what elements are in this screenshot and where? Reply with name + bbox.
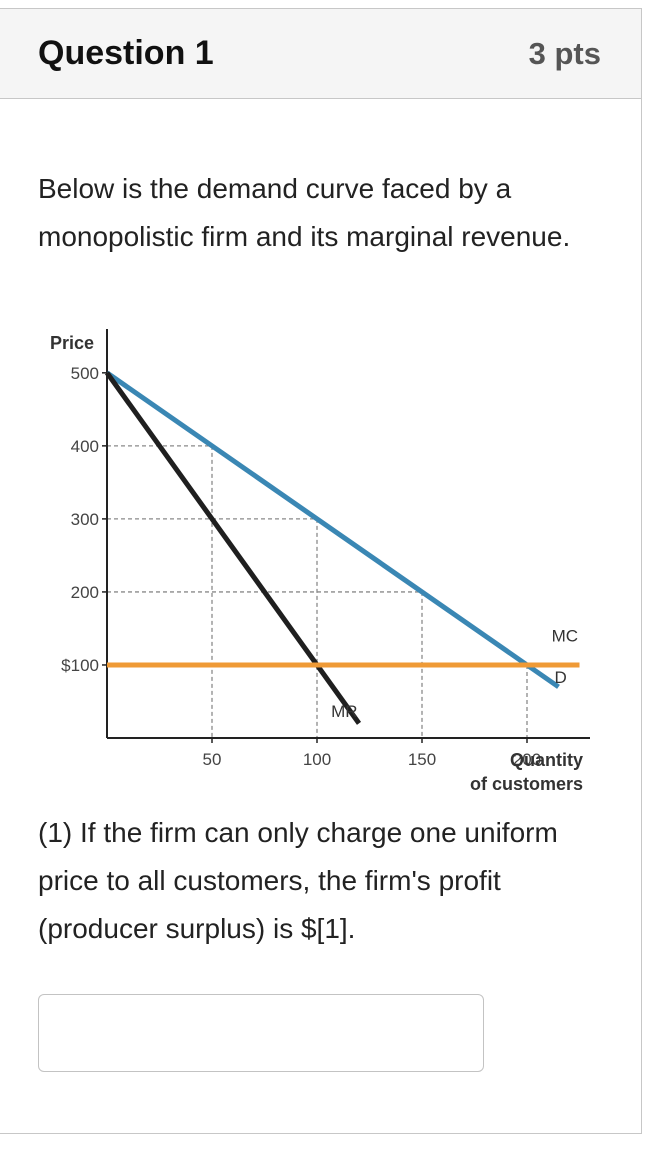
- question-card: Question 1 3 pts Below is the demand cur…: [0, 8, 642, 1134]
- y-tick-label-4: 500: [71, 364, 99, 383]
- question-prompt: Below is the demand curve faced by a mon…: [38, 173, 571, 252]
- question-title: Question 1: [38, 34, 214, 72]
- x-tick-label-3: 200: [513, 750, 541, 769]
- x-tick-label-2: 150: [408, 750, 436, 769]
- question-points: 3 pts: [528, 36, 601, 71]
- y-tick-label-1: 200: [71, 583, 99, 602]
- y-tick-label-2: 300: [71, 510, 99, 529]
- demand-chart: $100 200 300 400 500 50 100 150 200 Price Quantity…: [50, 329, 590, 794]
- marginal-cost-label: MC: [552, 627, 578, 646]
- y-tick-label-3: 400: [71, 437, 99, 456]
- marginal-revenue-label: MR: [331, 702, 357, 721]
- question-header: Question 1 3 pts: [0, 9, 641, 99]
- question-part-1: (1) If the firm can only charge one unif…: [38, 817, 558, 944]
- x-tick-label-0: 50: [203, 750, 222, 769]
- x-tick-label-1: 100: [303, 750, 331, 769]
- x-axis-label-2: of customers: [470, 774, 583, 794]
- demand-label: D: [554, 668, 566, 687]
- x-axis-label: Quantity: [510, 750, 583, 770]
- marginal-revenue-line: [104, 371, 362, 725]
- y-axis-label: Price: [50, 333, 94, 353]
- demand-line: [105, 370, 560, 689]
- answer-input[interactable]: [38, 994, 484, 1072]
- y-tick-label-0: $100: [61, 656, 99, 675]
